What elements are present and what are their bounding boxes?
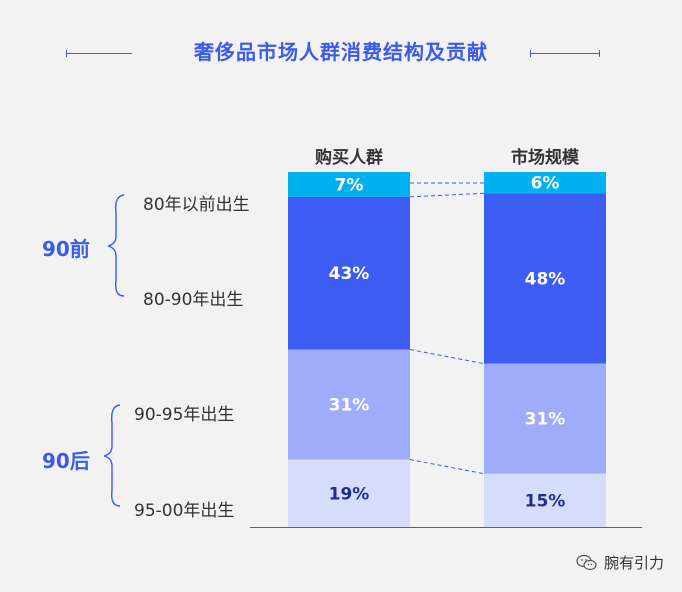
bar-value-label-0-0: 7%	[335, 175, 364, 195]
watermark-text: 腕有引力	[603, 554, 664, 572]
segment-label-80-90: 80-90年出生	[143, 290, 244, 310]
title-decoration-right	[530, 50, 600, 57]
bar-segment-0-2	[288, 349, 410, 460]
bar-value-label-1-1: 48%	[525, 270, 566, 290]
column-header-market-size: 市场规模	[511, 148, 579, 168]
column-header-buyers: 购买人群	[315, 148, 383, 168]
bar-segment-0-0	[288, 172, 410, 197]
connector-line-2	[409, 349, 485, 365]
bar-segment-1-2	[484, 363, 606, 474]
bar-segment-1-1	[484, 193, 606, 364]
bar-segment-0-1	[288, 196, 410, 350]
watermark: 腕有引力	[576, 552, 664, 573]
bar-segment-0-3	[288, 459, 410, 527]
bar-value-label-1-3: 15%	[525, 491, 566, 511]
group-label-pre-90: 90前	[42, 237, 90, 261]
bar-segment-1-3	[484, 473, 606, 527]
group-bracket-pre-90	[107, 194, 125, 297]
segment-label-pre-80: 80年以前出生	[143, 195, 250, 215]
bar-value-label-0-2: 31%	[329, 396, 370, 416]
title-decoration-left	[66, 50, 132, 57]
chart-baseline	[250, 527, 642, 528]
connector-line-3	[409, 459, 485, 475]
group-bracket-post-90	[103, 404, 121, 507]
bar-value-label-0-3: 19%	[329, 484, 370, 504]
segment-label-95-00: 95-00年出生	[134, 501, 235, 521]
group-label-post-90: 90后	[42, 449, 90, 473]
segment-label-90-95: 90-95年出生	[134, 405, 235, 425]
bar-value-label-1-0: 6%	[531, 174, 560, 194]
bar-segment-1-0	[484, 172, 606, 194]
connector-line-1	[409, 192, 485, 198]
bar-value-label-0-1: 43%	[329, 264, 370, 284]
chart-title: 奢侈品市场人群消费结构及贡献	[194, 40, 488, 64]
wechat-icon	[576, 554, 597, 570]
bar-value-label-1-2: 31%	[525, 410, 566, 430]
